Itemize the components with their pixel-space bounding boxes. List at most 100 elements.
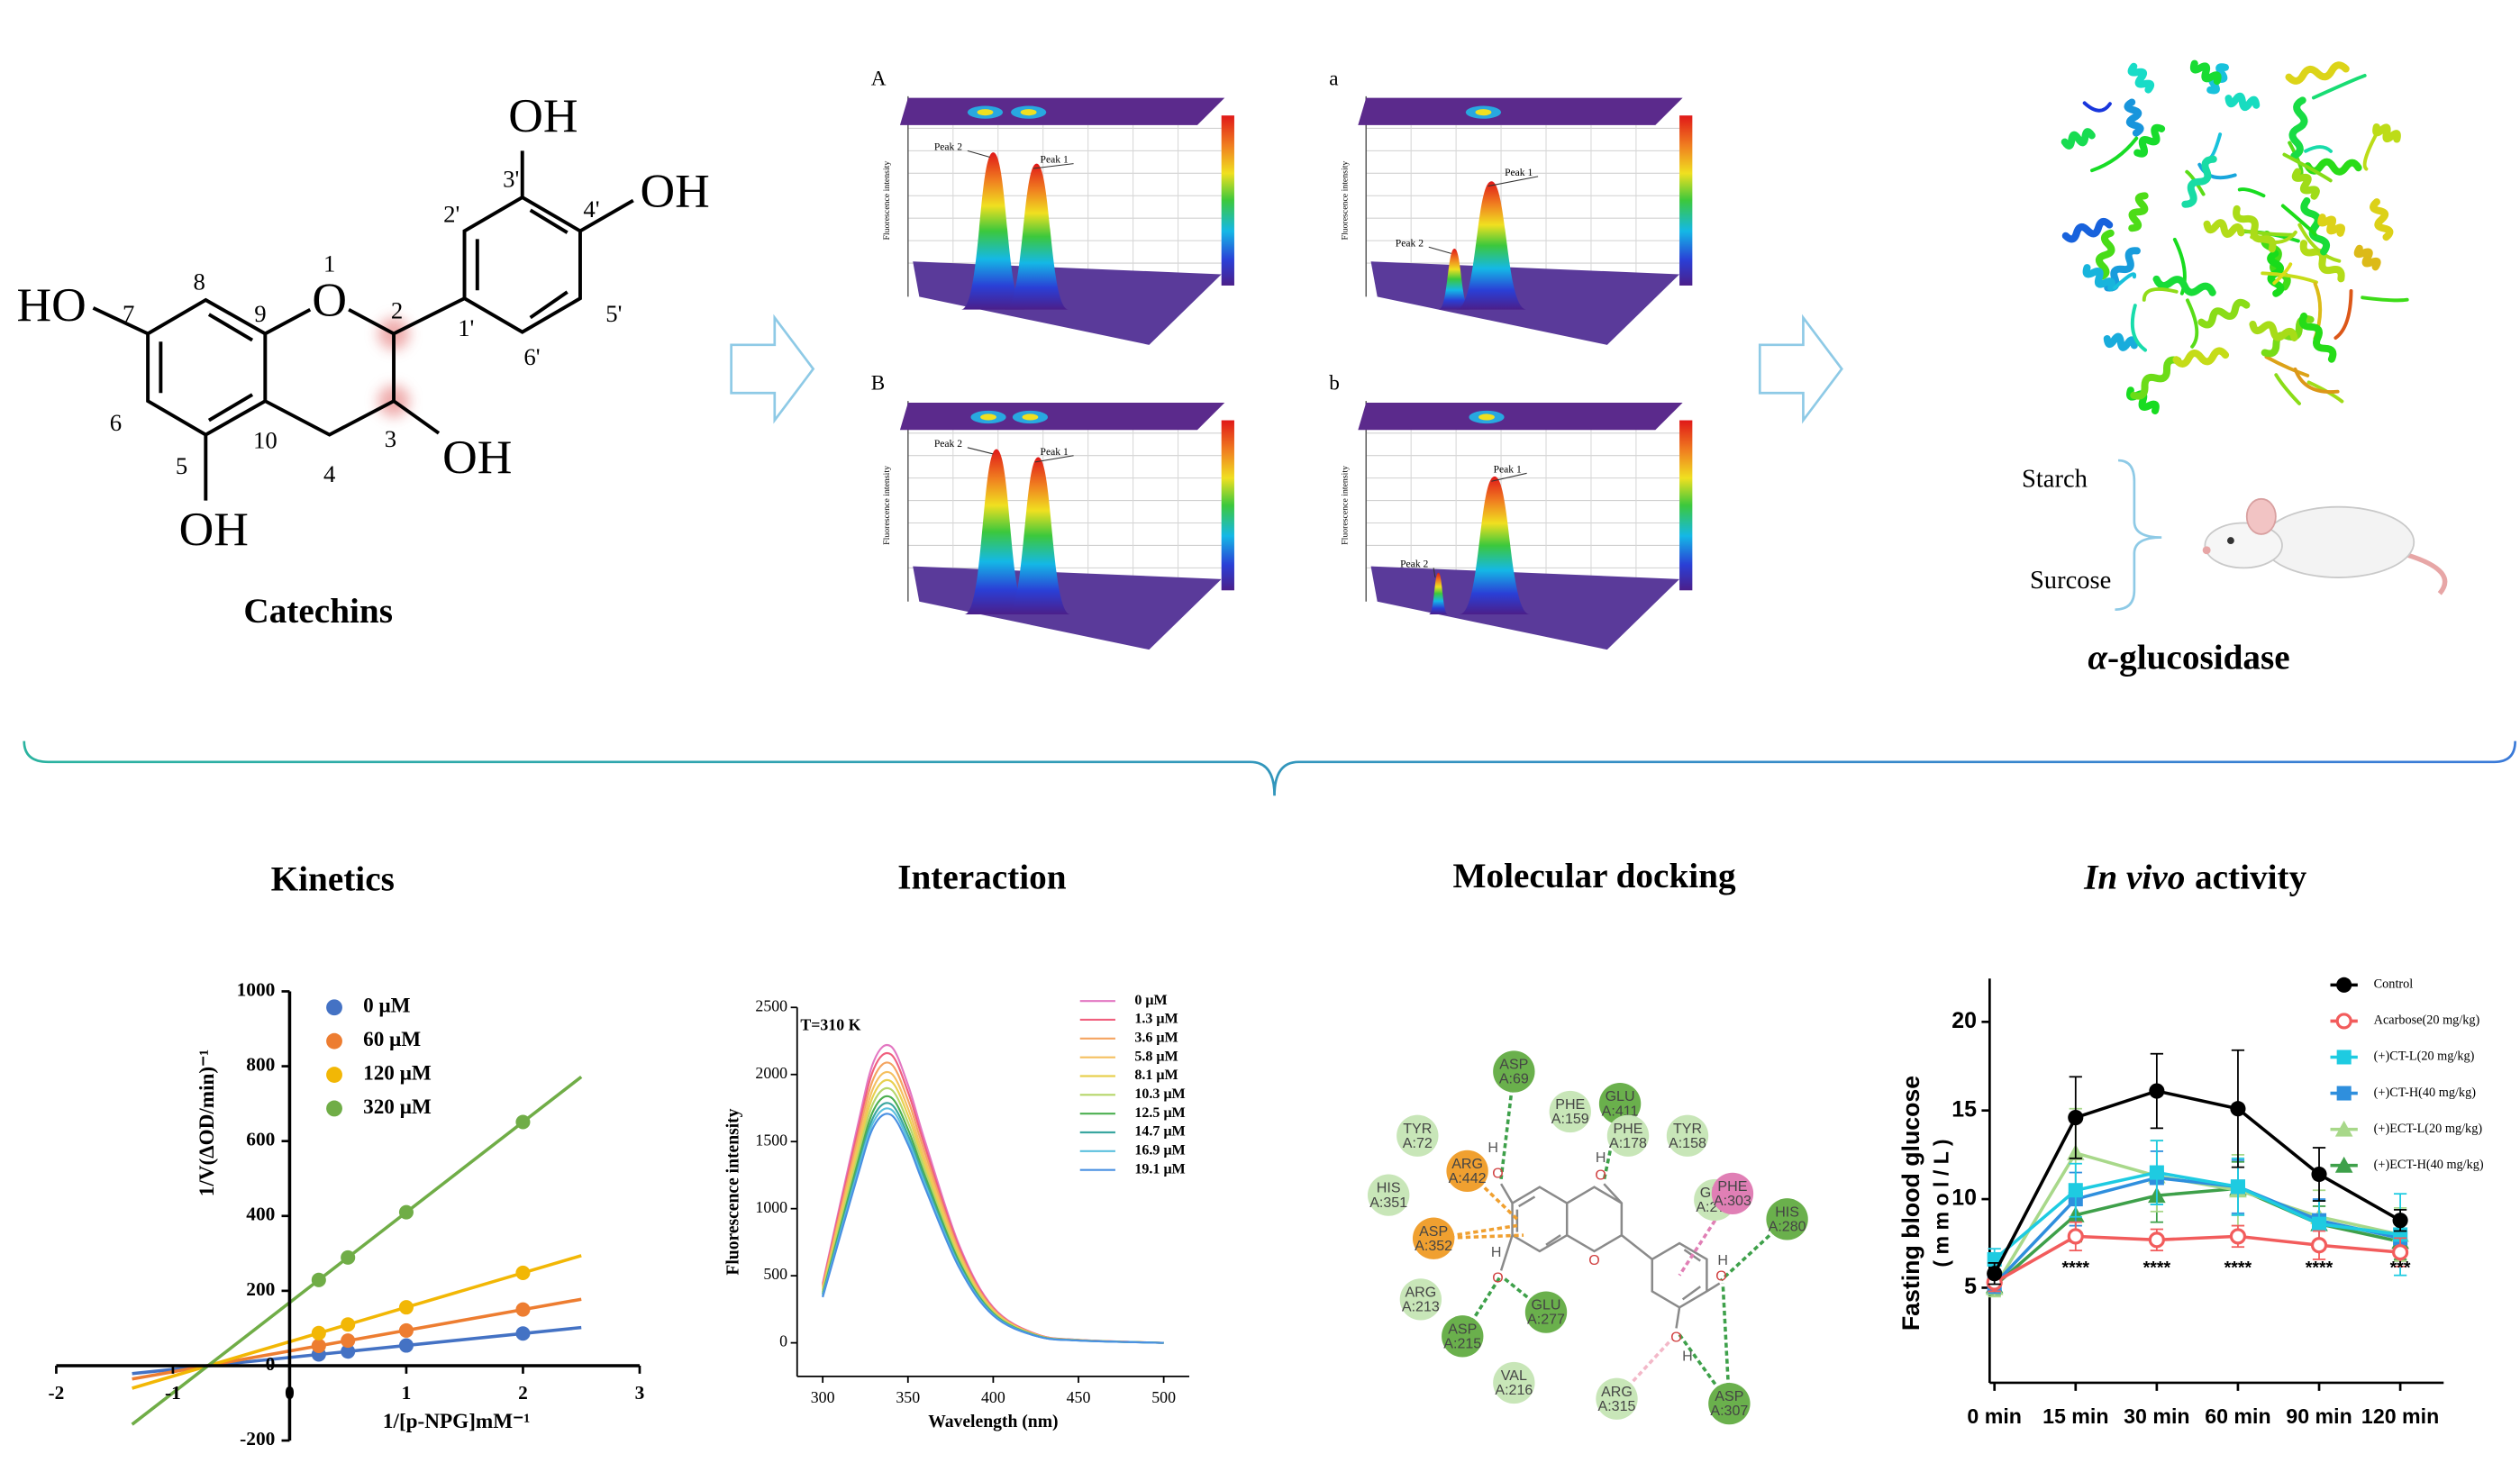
residue-name: TYR: [1403, 1121, 1432, 1137]
mouse-eye: [2226, 537, 2234, 545]
protein-segment: [2197, 298, 2251, 329]
protein-segment: [2299, 240, 2345, 283]
brace: [2115, 459, 2162, 612]
x-tick-label: 350: [896, 1388, 920, 1406]
data-point: [2230, 1101, 2246, 1117]
x-tick-label: 300: [811, 1388, 835, 1406]
protein-segment: [2280, 204, 2317, 237]
docking-diagram: ASPA:69PHEA:159GLUA:411PHEA:178TYRA:158T…: [1368, 1050, 1808, 1425]
interaction-line: [1433, 1233, 1524, 1240]
data-point: [2392, 1213, 2408, 1229]
legend-marker: [326, 1100, 342, 1117]
y-tick-label: 1500: [755, 1131, 787, 1149]
significance-label: ****: [2062, 1259, 2090, 1278]
residue-id: A:72: [1403, 1135, 1433, 1151]
residue-name: ARG: [1601, 1384, 1633, 1400]
data-point: [2230, 1179, 2245, 1195]
residue-name: VAL: [1501, 1368, 1527, 1384]
spectrum-peak: [1004, 163, 1069, 310]
peak-label: Peak 2: [1396, 237, 1424, 249]
data-point: [398, 1338, 414, 1353]
legend-marker: [326, 1067, 342, 1083]
mouse-body: [2261, 505, 2415, 578]
legend-label: 12.5 μM: [1134, 1105, 1185, 1121]
y-tick-label: 15: [1951, 1096, 1977, 1122]
atom-number: 4': [583, 195, 599, 223]
ligand-atom: O: [1492, 1166, 1503, 1182]
protein-segment: [2061, 217, 2114, 243]
residue-id: A:213: [1402, 1299, 1440, 1315]
y-tick-label: 2500: [755, 996, 787, 1014]
panel-floor: [913, 261, 1222, 345]
atom-number: 3': [503, 165, 519, 192]
contour-spot: [1478, 413, 1495, 421]
flow-arrow: [1758, 314, 1843, 424]
panel-top-plane: [1358, 402, 1683, 431]
atom-number: 7: [123, 300, 134, 327]
ligand-atom: O: [1595, 1167, 1606, 1183]
section-title: Kinetics: [271, 859, 395, 898]
protein-segment: [2304, 145, 2333, 153]
mouse-tail: [2406, 552, 2448, 595]
y-tick-label: 800: [246, 1053, 275, 1075]
residue-name: HIS: [1377, 1180, 1401, 1196]
contour-spot: [977, 109, 994, 116]
legend-label: 120 μM: [363, 1061, 432, 1085]
panel-floor: [1370, 261, 1680, 345]
protein-segment: [2203, 219, 2245, 238]
residue-id: A:351: [1369, 1195, 1407, 1211]
panel-floor: [1370, 566, 1680, 650]
x-tick-label: 1: [402, 1382, 412, 1404]
protein-segment: [2274, 373, 2301, 405]
interaction-line: [1602, 1103, 1622, 1181]
residue-node: [1711, 1172, 1754, 1214]
y-tick-label: 400: [246, 1204, 275, 1225]
y-tick-label: 10: [1951, 1186, 1977, 1211]
protein-segment: [2082, 101, 2112, 113]
residue-node: [1396, 1114, 1439, 1157]
spectrum-peak: [1438, 249, 1471, 310]
residue-id: A:352: [1415, 1238, 1452, 1254]
section-title-italic: In vivo: [2083, 859, 2185, 897]
y-axis-title: Fluorescence intensity: [724, 1108, 743, 1275]
residue-name: PHE: [1555, 1096, 1585, 1113]
significance-label: ****: [2224, 1259, 2252, 1278]
legend-label: (+)ECT-H(40 mg/kg): [2374, 1158, 2484, 1172]
residue-node: [1493, 1361, 1535, 1404]
protein-segment: [2353, 244, 2381, 271]
spectra-chart: 300 350 400 450 500 0 500 1000 1500 2000 2500 0 μM 1…: [724, 993, 1190, 1431]
enzyme-greek: α: [2088, 639, 2108, 677]
section-title: Interaction: [897, 859, 1067, 897]
residue-name: HIS: [1775, 1204, 1799, 1220]
residue-id: A:178: [1609, 1135, 1647, 1151]
contour-spot: [1022, 413, 1039, 421]
legend-label: 14.7 μM: [1134, 1124, 1185, 1140]
series-line: [1993, 1170, 2401, 1261]
residue-node: [1666, 1114, 1709, 1157]
protein-structure: [2061, 59, 2409, 414]
residue-name: ASP: [1715, 1388, 1743, 1404]
atom-number: 1: [323, 250, 335, 277]
trend-line: [132, 1254, 582, 1390]
protein-segment: [2311, 73, 2367, 100]
data-point: [2229, 1228, 2247, 1245]
residue-id: A:280: [1769, 1218, 1806, 1234]
residue-id: A:69: [1499, 1071, 1529, 1087]
y-tick-label: 5: [1964, 1274, 1977, 1299]
protein-segment: [2127, 62, 2155, 94]
ligand-atom: O: [1588, 1252, 1599, 1268]
panel-label: b: [1329, 372, 1340, 395]
protein-segment: [2272, 262, 2293, 286]
residue-name: ASP: [1419, 1223, 1448, 1240]
legend-label: 3.6 μM: [1134, 1031, 1178, 1046]
molecule: [92, 150, 634, 501]
protein-segment: [2128, 192, 2149, 232]
y-tick-label: 0: [266, 1353, 276, 1375]
protein-segment: [2197, 162, 2237, 180]
peak-label: Peak 1: [1041, 154, 1069, 166]
protein-segment: [2334, 289, 2353, 341]
protein-segment: [2293, 367, 2340, 395]
data-point: [2310, 1237, 2328, 1254]
y-tick-label: 0: [779, 1332, 787, 1350]
